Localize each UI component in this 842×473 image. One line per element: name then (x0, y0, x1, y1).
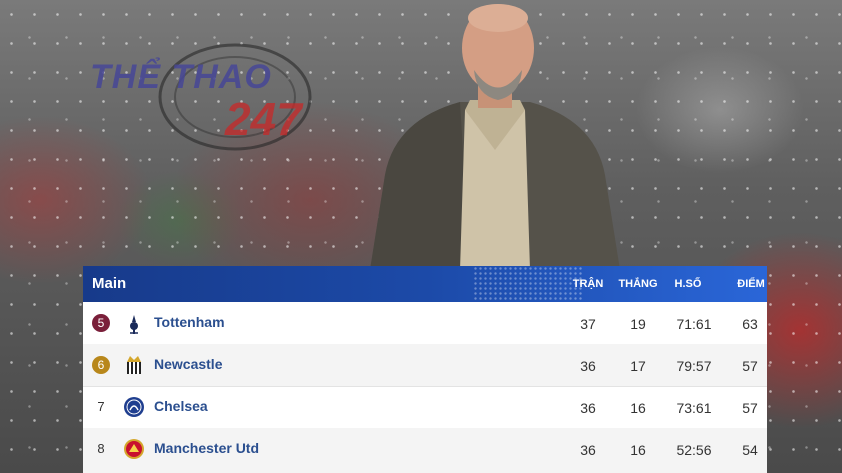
played-value: 36 (580, 400, 596, 416)
header-dot-pattern (473, 266, 583, 302)
site-watermark-logo: THỂ THAO 247 (85, 40, 345, 155)
won-value: 16 (630, 442, 646, 458)
rank-number: 8 (97, 441, 105, 456)
team-name-link[interactable]: Tottenham (154, 314, 225, 330)
table-title: Main (92, 275, 127, 292)
rank-badge: 5 (92, 314, 110, 332)
points-value: 57 (742, 358, 758, 374)
table-row[interactable]: 6 Newcastle 36 17 79:57 57 (83, 344, 767, 387)
points-value: 63 (742, 316, 758, 332)
team-name-link[interactable]: Manchester Utd (154, 440, 260, 456)
col-header-goal-diff: H.SỐ (674, 278, 702, 290)
won-value: 19 (630, 316, 646, 332)
newcastle-crest-icon (127, 356, 141, 374)
won-value: 17 (630, 358, 646, 374)
played-value: 36 (580, 442, 596, 458)
goal-diff-value: 71:61 (676, 316, 712, 332)
table-row[interactable]: 7 Chelsea 36 16 73:61 57 (83, 386, 767, 429)
won-value: 16 (630, 400, 646, 416)
table-row[interactable]: 8 Manchester Utd 36 16 52:56 54 (83, 428, 767, 473)
manchester-united-crest-icon (124, 439, 144, 459)
goal-diff-value: 73:61 (676, 400, 712, 416)
table-row[interactable]: 5 Tottenham 37 19 71:61 63 (83, 302, 767, 345)
played-value: 37 (580, 316, 596, 332)
played-value: 36 (580, 358, 596, 374)
team-name-link[interactable]: Newcastle (154, 356, 223, 372)
goal-diff-value: 52:56 (676, 442, 712, 458)
col-header-points: ĐIỂM (737, 278, 765, 290)
points-value: 54 (742, 442, 758, 458)
col-header-won: THẮNG (618, 278, 658, 290)
manager-figure (370, 4, 620, 270)
rank-badge: 6 (92, 356, 110, 374)
goal-diff-value: 79:57 (676, 358, 712, 374)
rank-number: 7 (97, 399, 105, 414)
standings-table: Main TRẬN THẮNG H.SỐ ĐIỂM 5 Tottenham 37… (83, 266, 767, 473)
points-value: 57 (742, 400, 758, 416)
col-header-played: TRẬN (572, 278, 604, 290)
watermark-text-line2: 247 (225, 93, 302, 145)
table-header: Main TRẬN THẮNG H.SỐ ĐIỂM (83, 266, 767, 302)
watermark-text-line1: THỂ THAO (90, 58, 272, 96)
chelsea-crest-icon (124, 397, 144, 417)
team-name-link[interactable]: Chelsea (154, 398, 208, 414)
tottenham-crest-icon (130, 315, 138, 334)
